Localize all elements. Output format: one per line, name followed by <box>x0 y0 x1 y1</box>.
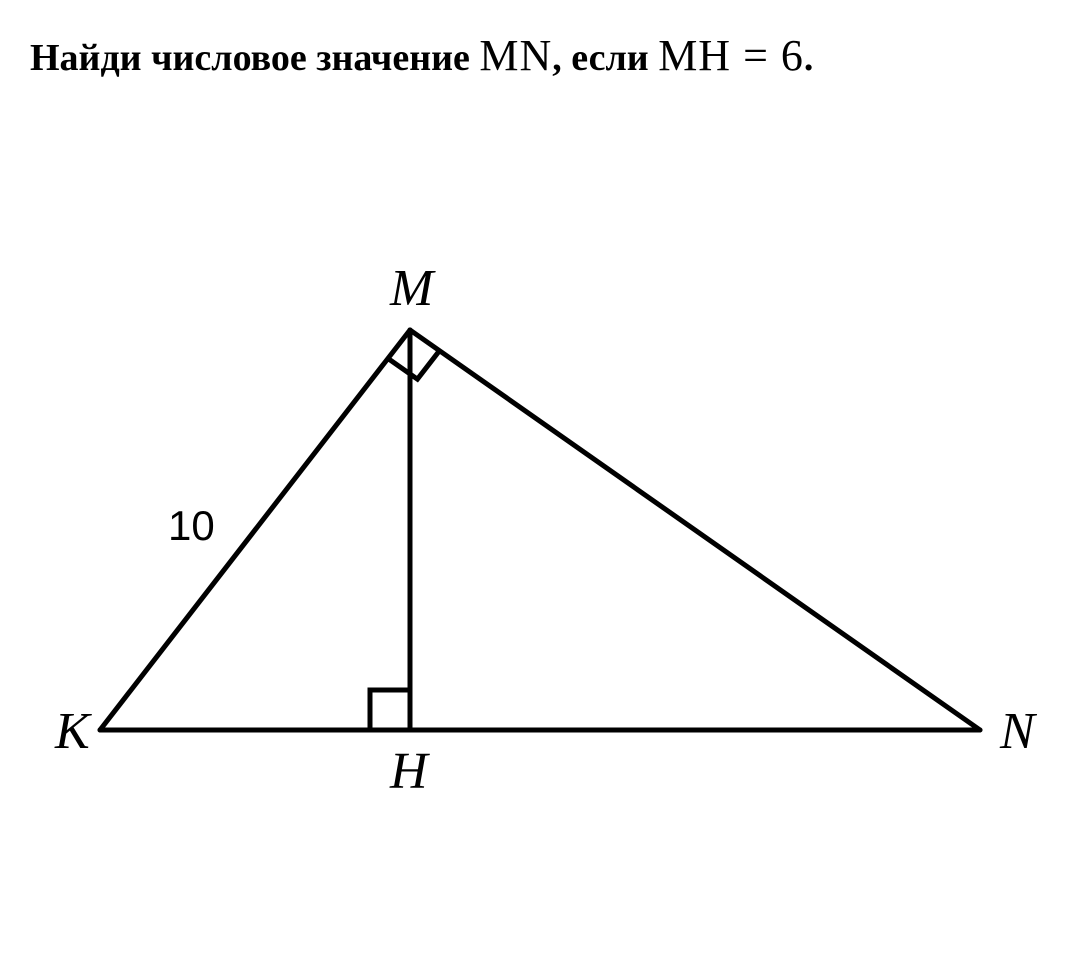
right-angle-H <box>370 690 410 730</box>
vertex-label-H: H <box>389 743 430 800</box>
vertex-label-K: K <box>54 703 92 760</box>
prompt-val: 6 <box>781 31 804 80</box>
prompt-text-1: Найди числовое значение <box>30 37 479 79</box>
segment-KM <box>100 330 410 730</box>
prompt-eq: = <box>731 31 781 80</box>
diagram-geometry: K N M H 10 <box>54 260 1038 800</box>
vertex-label-N: N <box>999 703 1038 760</box>
problem-prompt: Найди числовое значение MN, если MH = 6. <box>30 30 813 81</box>
prompt-text-3: . <box>804 37 814 79</box>
vertex-label-M: M <box>389 260 436 317</box>
right-angle-M <box>388 351 440 379</box>
prompt-text-2: , если <box>552 37 658 79</box>
segment-MN <box>410 330 980 730</box>
diagram-svg: KNMH10 <box>60 270 1020 830</box>
length-label-KM: 10 <box>168 502 215 549</box>
prompt-var-1: MN <box>479 31 552 80</box>
triangle-diagram: KNMH10 <box>60 270 1020 830</box>
prompt-var-2: MH <box>658 31 731 80</box>
